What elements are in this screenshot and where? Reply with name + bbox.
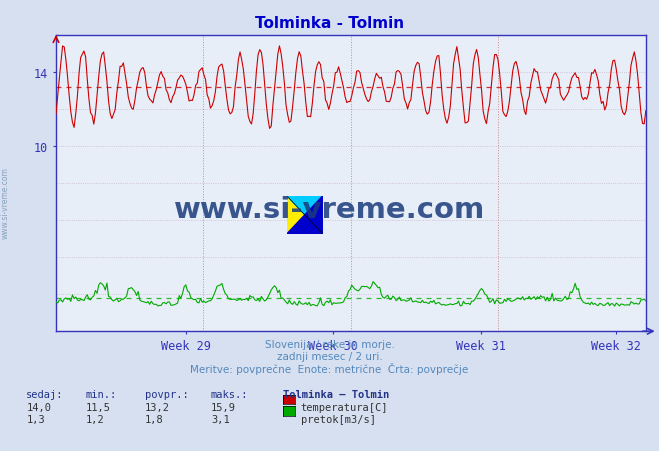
Text: temperatura[C]: temperatura[C]: [301, 402, 388, 412]
Text: min.:: min.:: [86, 389, 117, 399]
Text: www.si-vreme.com: www.si-vreme.com: [174, 196, 485, 224]
Polygon shape: [287, 196, 323, 235]
Text: Tolminka - Tolmin: Tolminka - Tolmin: [255, 16, 404, 31]
Text: Tolminka – Tolmin: Tolminka – Tolmin: [283, 389, 389, 399]
Text: sedaj:: sedaj:: [26, 389, 64, 399]
Text: 1,2: 1,2: [86, 414, 104, 424]
Text: www.si-vreme.com: www.si-vreme.com: [1, 167, 10, 239]
Text: 13,2: 13,2: [145, 402, 170, 412]
Text: 1,3: 1,3: [26, 414, 45, 424]
Text: Slovenija / reke in morje.: Slovenija / reke in morje.: [264, 339, 395, 349]
Text: Meritve: povprečne  Enote: metrične  Črta: povprečje: Meritve: povprečne Enote: metrične Črta:…: [190, 363, 469, 375]
Text: 1,8: 1,8: [145, 414, 163, 424]
Text: zadnji mesec / 2 uri.: zadnji mesec / 2 uri.: [277, 351, 382, 361]
Text: pretok[m3/s]: pretok[m3/s]: [301, 414, 376, 424]
Text: 11,5: 11,5: [86, 402, 111, 412]
Text: 3,1: 3,1: [211, 414, 229, 424]
Text: maks.:: maks.:: [211, 389, 248, 399]
Text: povpr.:: povpr.:: [145, 389, 188, 399]
Polygon shape: [287, 196, 323, 235]
Text: 14,0: 14,0: [26, 402, 51, 412]
Text: 15,9: 15,9: [211, 402, 236, 412]
